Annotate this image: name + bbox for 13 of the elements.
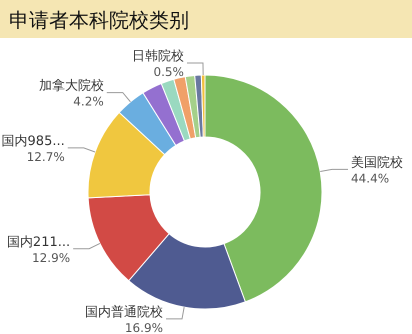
- slice-label: 国内211...: [6, 234, 70, 250]
- slice-label: 加拿大院校: [38, 78, 104, 94]
- data-label: 12.9%: [32, 250, 70, 265]
- data-label: 16.9%: [124, 320, 164, 334]
- slice-label: 国内普通院校: [85, 304, 164, 320]
- data-label: 4.2%: [73, 94, 104, 109]
- slice-label: 日韩院校: [132, 49, 184, 64]
- data-label: 0.5%: [153, 65, 184, 80]
- slice-label: 美国院校: [351, 154, 404, 170]
- slice-label: 国内985...: [2, 134, 65, 149]
- data-label: 44.4%: [351, 171, 390, 186]
- chart-title: 申请者本科院校类别: [9, 8, 189, 32]
- data-label: 12.7%: [26, 150, 65, 164]
